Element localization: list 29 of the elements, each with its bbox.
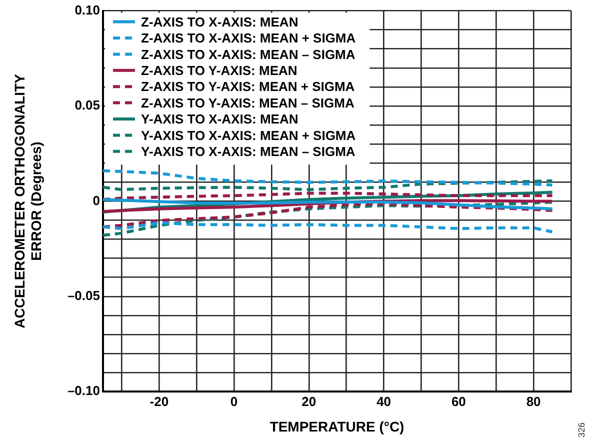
- y-tick-label: –0.05: [67, 288, 100, 303]
- y-tick-label: 0.05: [74, 98, 100, 113]
- legend-label: Y-AXIS TO X-AXIS: MEAN: [141, 112, 298, 127]
- legend-label: Z-AXIS TO Y-AXIS: MEAN + SIGMA: [141, 79, 356, 94]
- legend-label: Z-AXIS TO X-AXIS: MEAN – SIGMA: [141, 46, 356, 62]
- x-tick-label: -20: [150, 394, 169, 409]
- line-series: [103, 192, 554, 201]
- legend-label: Z-AXIS TO X-AXIS: MEAN: [141, 14, 298, 30]
- y-tick-label: 0: [92, 192, 100, 208]
- text: 326: [576, 422, 586, 438]
- legend-label: Z-AXIS TO Y-AXIS: MEAN: [141, 62, 298, 78]
- x-axis-title: TEMPERATURE (°C): [270, 418, 404, 434]
- legend-label: Y-AXIS TO X-AXIS: MEAN + SIGMA: [141, 128, 356, 143]
- y-axis-title: ACCELEROMETER ORTHOGONALITY ERROR (Degrees): [11, 73, 44, 328]
- x-tick-label: 40: [376, 394, 392, 409]
- legend-label: Z-AXIS TO Y-AXIS: MEAN – SIGMA: [141, 95, 355, 110]
- x-tick-label: 60: [451, 394, 466, 409]
- line-series: [103, 221, 554, 234]
- x-tick-label: 0: [230, 394, 238, 409]
- legend-label: Y-AXIS TO X-AXIS: MEAN – SIGMA: [141, 144, 356, 159]
- line-series: [103, 179, 554, 192]
- legend-label: Z-AXIS TO X-AXIS: MEAN + SIGMA: [141, 30, 356, 46]
- line-series: [103, 169, 554, 187]
- x-tick-label: 20: [302, 394, 316, 409]
- y-tick-label: –0.10: [67, 383, 100, 398]
- line-series: [103, 202, 554, 228]
- line-series: [103, 200, 554, 237]
- x-tick-label: 80: [526, 394, 541, 409]
- y-tick-label: 0.10: [74, 2, 100, 18]
